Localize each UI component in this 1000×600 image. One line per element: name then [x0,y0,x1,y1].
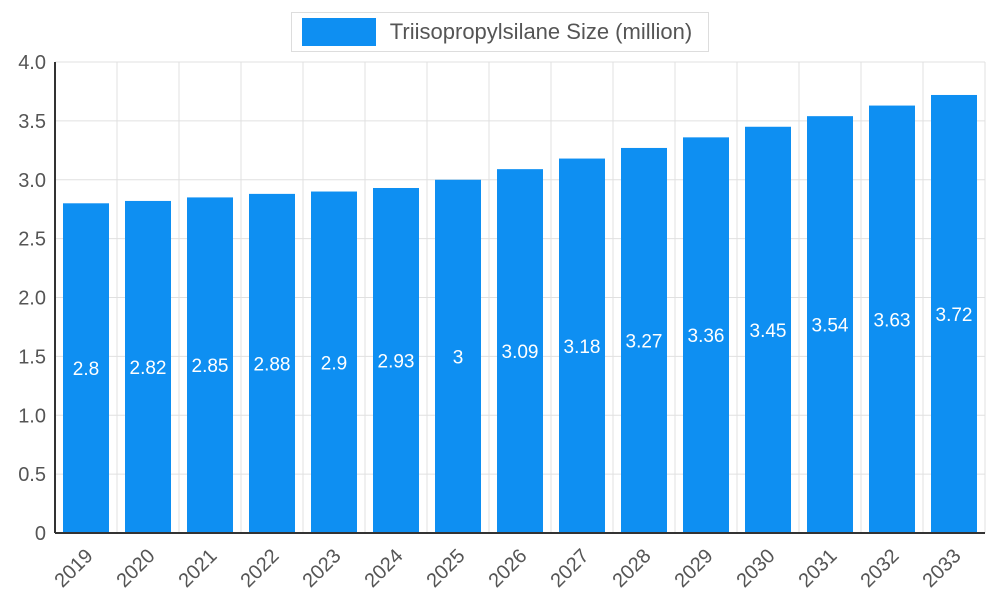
bar[interactable] [931,94,977,533]
x-tick-label: 2020 [113,545,160,592]
bar[interactable] [683,137,729,534]
bar-value-label: 2.85 [192,356,229,377]
bar[interactable] [869,105,915,533]
bar[interactable] [249,193,295,533]
x-tick-label: 2022 [237,545,284,592]
bar-value-label: 2.88 [254,354,291,375]
bar-value-label: 3.36 [688,326,725,347]
x-tick-label: 2024 [361,545,408,592]
bar-value-label: 3.72 [936,305,973,326]
bar-value-label: 3.63 [874,310,911,331]
bar-value-label: 2.82 [130,358,167,379]
bar-value-label: 2.9 [321,353,347,374]
bar[interactable] [125,200,171,533]
legend-container: Triisopropylsilane Size (million) [0,12,1000,52]
bar-value-label: 3.45 [750,321,787,342]
bar-value-label: 2.8 [73,359,99,380]
x-tick-label: 2026 [485,545,532,592]
y-tick-label: 0 [35,523,46,545]
y-tick-label: 3.0 [18,170,46,192]
x-tick-label: 2033 [919,545,966,592]
bar[interactable] [745,126,791,533]
y-tick-label: 4.0 [18,52,46,74]
y-tick-label: 3.5 [18,111,46,133]
bar-value-label: 3.27 [626,331,663,352]
legend-label: Triisopropylsilane Size (million) [389,19,693,44]
bar[interactable] [187,197,233,533]
y-tick-label: 1.5 [18,346,46,368]
bar[interactable] [807,116,853,533]
x-tick-label: 2029 [671,545,718,592]
y-tick-label: 2.5 [18,229,46,251]
bar[interactable] [373,187,419,533]
bar[interactable] [311,191,357,533]
x-tick-label: 2021 [175,545,222,592]
bar-value-label: 2.93 [378,351,415,372]
bar[interactable] [559,158,605,533]
x-tick-label: 2023 [299,545,346,592]
bar-value-label: 3.18 [564,337,601,358]
chart-legend[interactable]: Triisopropylsilane Size (million) [290,12,710,52]
bar-value-label: 3 [453,347,464,368]
x-tick-label: 2028 [609,545,656,592]
y-tick-label: 0.5 [18,464,46,486]
x-tick-label: 2032 [857,545,904,592]
bar[interactable] [435,179,481,533]
x-tick-label: 2019 [51,545,98,592]
bar[interactable] [621,147,667,533]
bar-value-label: 3.54 [812,316,849,337]
bar[interactable] [497,169,543,533]
y-tick-label: 1.0 [18,405,46,427]
bar-value-label: 3.09 [502,342,539,363]
x-tick-label: 2030 [733,545,780,592]
legend-swatch-icon [301,18,376,46]
x-tick-label: 2031 [795,545,842,592]
bar[interactable] [63,203,109,534]
x-tick-label: 2027 [547,545,594,592]
x-tick-label: 2025 [423,545,470,592]
y-tick-label: 2.0 [18,288,46,310]
